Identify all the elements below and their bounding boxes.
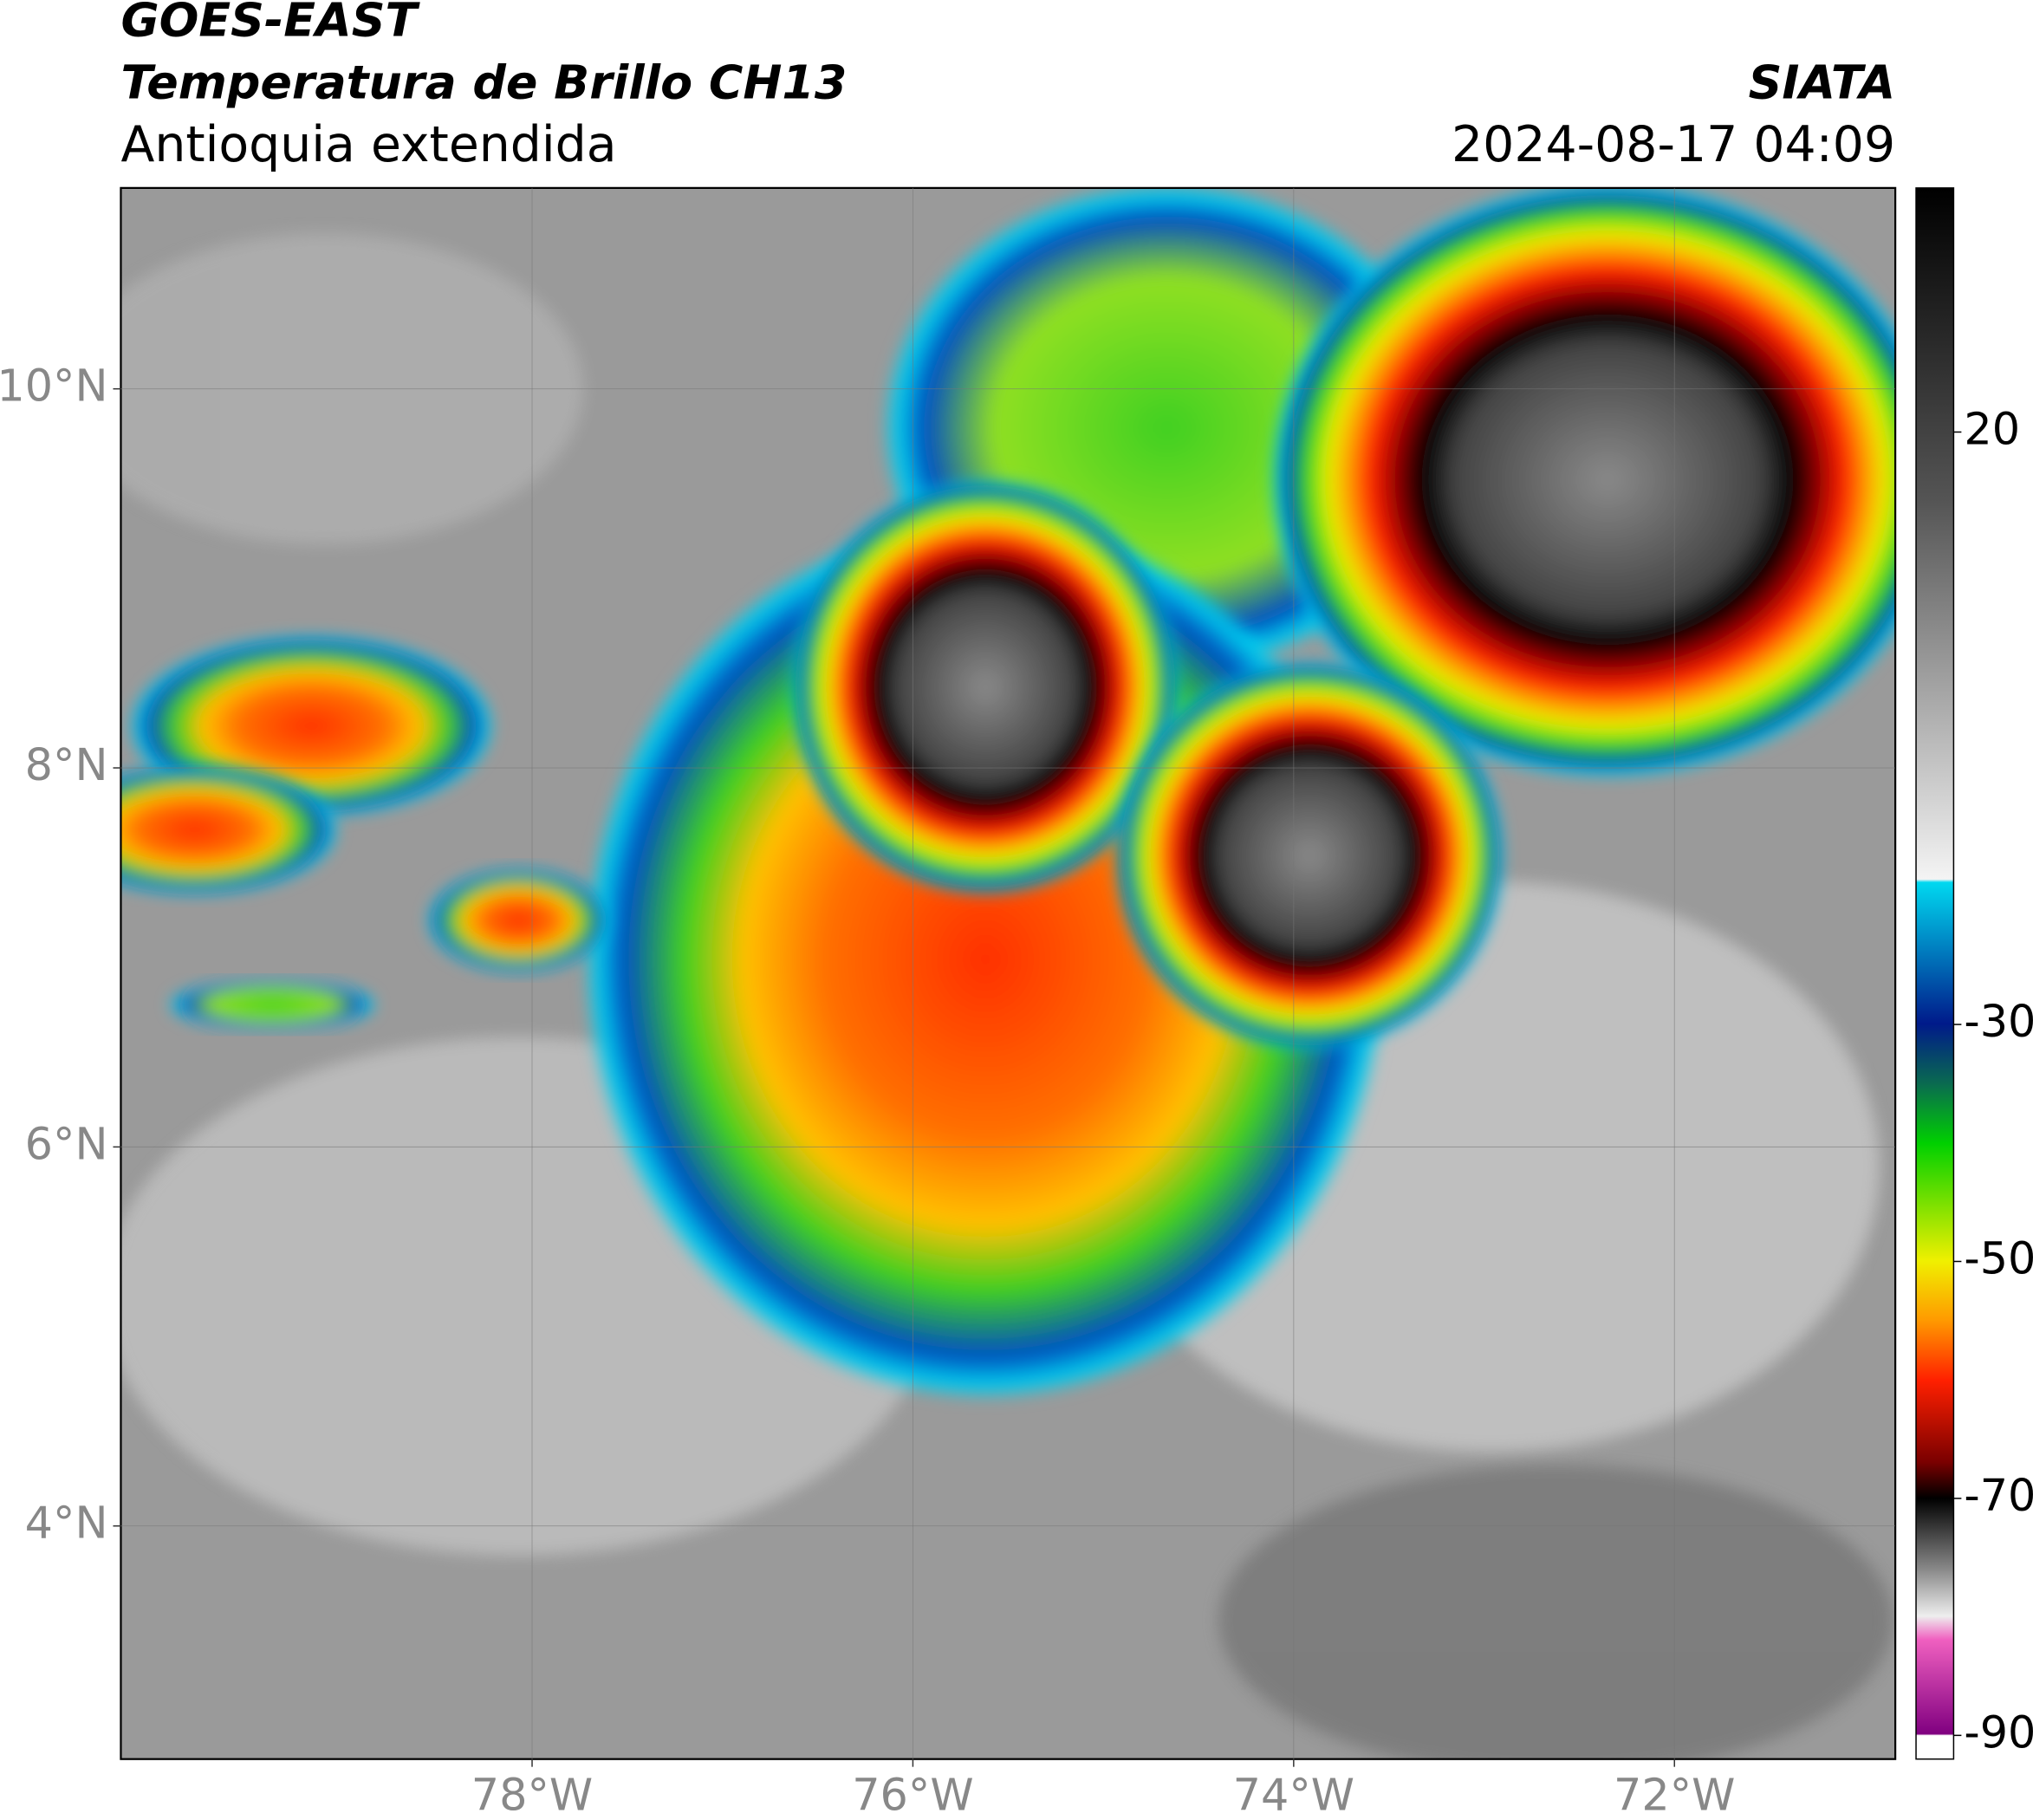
imagery <box>120 187 1896 1759</box>
map-frame <box>120 186 1897 1760</box>
y-tick-label: 4°N <box>25 1498 108 1549</box>
y-tick-label: 10°N <box>0 361 107 412</box>
x-tick-label: 76°W <box>852 1770 973 1820</box>
datetime: 2024-08-17 04:09 <box>1452 116 1895 173</box>
y-tick-label: 8°N <box>25 739 108 790</box>
region: Antioquia extendida <box>120 116 616 173</box>
title: GOES-EAST <box>120 0 420 48</box>
colorbar-label: -30 <box>1964 996 2033 1047</box>
x-tick-label: 74°W <box>1233 1770 1354 1820</box>
colorbar-label: -90 <box>1964 1706 2033 1758</box>
colorbar-label: -70 <box>1964 1470 2033 1521</box>
subtitle: Temperatura de Brillo CH13 <box>120 55 847 109</box>
y-tick-label: 6°N <box>25 1118 108 1169</box>
x-tick-label: 78°W <box>471 1770 593 1820</box>
x-tick-label: 72°W <box>1614 1770 1735 1820</box>
colorbar-label: -50 <box>1964 1233 2033 1284</box>
source: SIATA <box>1749 55 1896 109</box>
colorbar <box>1915 187 1955 1760</box>
colorbar-label: 20 <box>1964 404 2020 455</box>
